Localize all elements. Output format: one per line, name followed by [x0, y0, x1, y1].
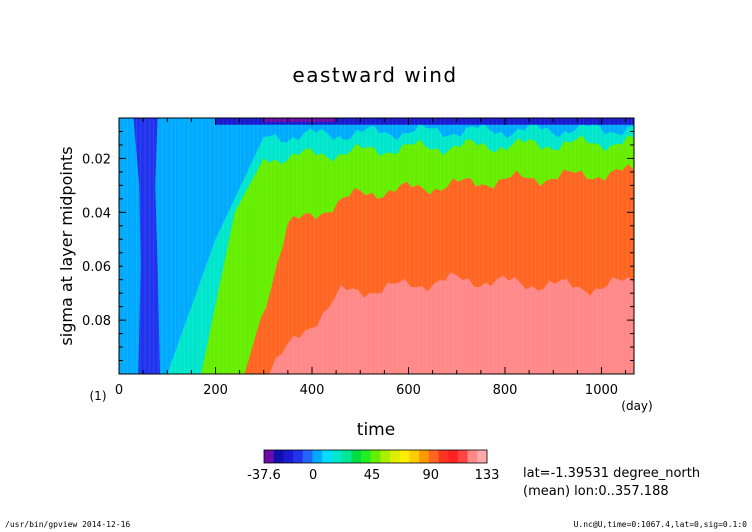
colorbar-tick-label: -37.6 — [247, 468, 281, 483]
band-120 — [263, 272, 634, 374]
colorbar-swatch — [264, 450, 275, 463]
colorbar-tick-label: 45 — [364, 468, 381, 483]
y-axis: 0.02 0.04 0.06 0.08 — [82, 130, 634, 362]
colorbar-swatch — [438, 450, 449, 463]
footer-left: /usr/bin/gpview 2014-12-16 — [5, 520, 130, 529]
colorbar-swatch — [409, 450, 420, 463]
y-axis-unit: (1) — [90, 389, 107, 403]
colorbar-swatch — [302, 450, 313, 463]
band-top-core — [263, 118, 337, 122]
colorbar-swatch — [370, 450, 381, 463]
x-axis: 0 200 400 600 800 1000 — [115, 118, 627, 398]
colorbar-swatch — [448, 450, 459, 463]
colorbar-swatch — [419, 450, 430, 463]
colorbar-swatch — [273, 450, 284, 463]
colorbar-tick-label: 90 — [423, 468, 440, 483]
colorbar-swatch — [351, 450, 362, 463]
x-tick-label: 1000 — [585, 383, 618, 398]
colorbar-swatch — [360, 450, 372, 463]
colorbar-swatch — [477, 450, 488, 463]
y-axis-label: sigma at layer midpoints — [57, 146, 76, 345]
colorbar-swatch — [457, 450, 469, 463]
colorbar-swatch — [312, 450, 323, 463]
x-axis-label: time — [357, 420, 395, 440]
colorbar-swatch — [283, 450, 294, 463]
x-tick-label: 200 — [203, 383, 228, 398]
chart-title: eastward wind — [292, 63, 457, 87]
colorbar-tick-label: 0 — [309, 468, 317, 483]
x-tick-label: 600 — [396, 383, 421, 398]
colorbar-swatch — [322, 450, 333, 463]
x-tick-label: 0 — [115, 383, 123, 398]
colorbar-swatch — [467, 450, 478, 463]
x-tick-label: 400 — [300, 383, 325, 398]
y-tick-label: 0.08 — [82, 314, 111, 329]
plot-area — [119, 118, 634, 374]
colorbar-swatch — [428, 450, 439, 463]
colorbar: -37.6 0 45 90 133 — [247, 449, 500, 483]
colorbar-swatch — [380, 450, 391, 463]
colorbar-swatch — [341, 450, 352, 463]
colorbar-swatch — [331, 450, 342, 463]
colorbar-swatch — [390, 450, 401, 463]
y-tick-label: 0.02 — [82, 152, 111, 167]
band-top-strip — [215, 118, 634, 125]
annotation-mean-lon: (mean) lon:0..357.188 — [523, 484, 669, 499]
y-tick-label: 0.04 — [82, 206, 111, 221]
x-tick-label: 800 — [493, 383, 518, 398]
x-axis-unit: (day) — [621, 399, 652, 413]
band-easterly-column — [133, 118, 160, 374]
y-tick-label: 0.06 — [82, 260, 111, 275]
plot-frame — [118, 117, 635, 375]
annotation-latitude: lat=-1.39531 degree_north — [523, 466, 700, 481]
colorbar-tick-label: 133 — [475, 468, 500, 483]
colorbar-swatch — [293, 450, 304, 463]
footer-right: U.nc@U,time=0:1067.4,lat=0,sig=0.1:0 — [574, 520, 748, 529]
colorbar-frame — [263, 449, 488, 464]
colorbar-swatch — [399, 450, 410, 463]
